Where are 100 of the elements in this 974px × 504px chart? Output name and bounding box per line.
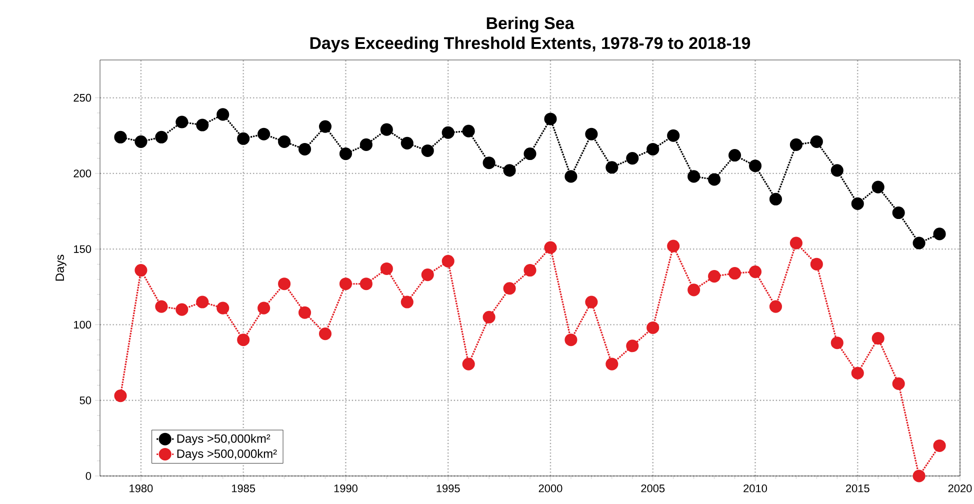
point (564, 334, 578, 346)
point (298, 142, 312, 156)
point (134, 264, 148, 277)
point (380, 262, 393, 276)
chart-title: Bering Sea Days Exceeding Threshold Extents, 1978-79 to 2018-19 (310, 16, 750, 52)
point (585, 128, 598, 140)
point (830, 336, 844, 350)
point (216, 108, 230, 121)
point (851, 197, 864, 210)
point (216, 302, 230, 314)
point (790, 138, 802, 151)
point (380, 123, 393, 136)
point (872, 332, 884, 345)
x-tick-label: 2015 (846, 484, 870, 492)
point (134, 135, 148, 148)
x-tick-label: 1985 (232, 484, 256, 492)
point (176, 303, 188, 316)
point (237, 334, 250, 346)
x-tick-label: 2010 (744, 484, 767, 492)
point (748, 160, 762, 172)
y-tick-label: 0 (86, 472, 92, 480)
x-tick-label: 1995 (436, 484, 460, 492)
point (748, 265, 762, 278)
point (769, 300, 782, 313)
y-tick-label: 100 (74, 320, 92, 329)
point (667, 129, 680, 142)
legend-label: Days >500,000km² (177, 449, 277, 460)
point (258, 302, 270, 314)
x-tick-label: 1980 (130, 484, 153, 492)
x-tick-label: 2005 (641, 484, 665, 492)
point (442, 254, 454, 268)
point (482, 156, 496, 170)
point (421, 268, 434, 282)
point (892, 206, 905, 220)
point (114, 390, 127, 402)
y-tick-label: 200 (74, 170, 92, 178)
point (667, 240, 680, 252)
point (462, 358, 475, 370)
y-tick-label: 250 (74, 94, 92, 102)
x-tick-label: 2020 (948, 484, 972, 492)
point (155, 130, 168, 144)
y-axis-title: Days (56, 254, 66, 281)
x-tick-label: 1990 (334, 484, 358, 492)
point (933, 439, 946, 452)
point (176, 116, 188, 128)
point (688, 170, 700, 183)
point (728, 149, 742, 162)
point (442, 126, 454, 139)
x-tick-label: 2000 (538, 484, 562, 492)
point (564, 170, 578, 183)
point (728, 267, 742, 280)
point (318, 120, 332, 133)
point (360, 278, 372, 290)
point (258, 128, 270, 140)
point (933, 228, 946, 240)
point (339, 278, 352, 290)
point (810, 258, 823, 270)
point (482, 310, 496, 324)
point (421, 144, 434, 158)
point (114, 130, 127, 144)
point (585, 296, 598, 308)
point (196, 118, 209, 132)
point (626, 340, 639, 352)
point (400, 136, 414, 150)
point (400, 296, 414, 308)
point (606, 358, 618, 370)
point (708, 270, 721, 283)
point (892, 377, 905, 390)
point (708, 173, 721, 186)
point (237, 132, 250, 145)
point (790, 236, 802, 250)
point (462, 124, 475, 138)
point (278, 278, 291, 290)
point (196, 296, 209, 308)
point (646, 321, 660, 334)
point (851, 366, 864, 380)
point (830, 164, 844, 177)
point (646, 142, 660, 156)
point (912, 470, 926, 482)
y-tick-label: 50 (80, 396, 92, 404)
point (503, 282, 516, 295)
point (339, 147, 352, 160)
point (688, 284, 700, 296)
point (524, 264, 536, 277)
point (360, 138, 372, 151)
point (912, 236, 926, 250)
point (155, 300, 168, 313)
point (872, 180, 884, 194)
point (278, 135, 291, 148)
point (544, 241, 557, 254)
point (544, 112, 557, 126)
point (606, 161, 618, 174)
legend-label: Days >50,000km² (177, 434, 270, 446)
point (318, 328, 332, 340)
point (769, 192, 782, 206)
y-tick-label: 150 (74, 245, 92, 253)
point (524, 147, 536, 160)
point (810, 135, 823, 148)
point (298, 306, 312, 319)
point (626, 152, 639, 165)
